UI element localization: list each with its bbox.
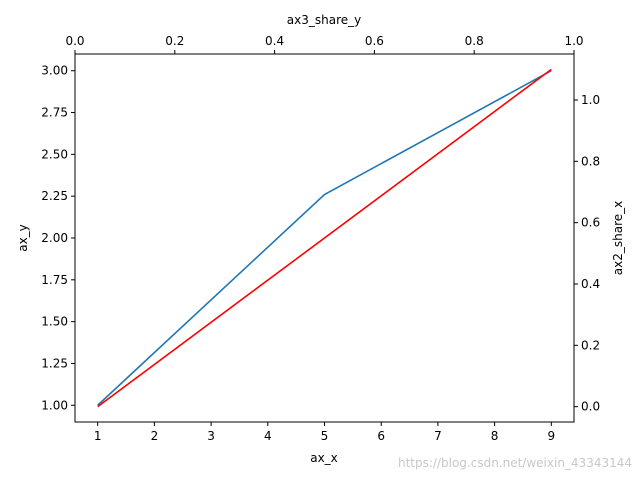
left-y-tick-label: 3.00: [41, 64, 68, 78]
right-y-tick-label: 0.0: [581, 400, 600, 414]
watermark: https://blog.csdn.net/weixin_43343144: [398, 456, 632, 470]
bottom-x-tick-label: 5: [321, 429, 329, 443]
right-y-tick-label: 0.6: [581, 216, 600, 230]
top-x-tick-label: 1.0: [564, 34, 583, 48]
x-axis-label: ax_x: [310, 451, 338, 465]
bottom-x-tick-label: 9: [547, 429, 555, 443]
ticks-layer: 1 2 3 4 5 6 7 8 9 0.0 0.2 0.4 0.6 0.8 1.0 1.00 1.25 1.50 1…: [41, 34, 600, 443]
left-y-tick-label: 1.75: [41, 273, 68, 287]
right-y-tick-label: 0.4: [581, 277, 600, 291]
left-y-tick-label: 2.25: [41, 189, 68, 203]
right-y-tick-label: 0.8: [581, 154, 600, 168]
top-x-tick-label: 0.8: [465, 34, 484, 48]
bottom-x-tick-label: 2: [151, 429, 159, 443]
right-y-tick-label: 0.2: [581, 338, 600, 352]
bottom-x-tick-label: 7: [434, 429, 442, 443]
bottom-x-tick-label: 8: [491, 429, 499, 443]
left-y-tick-label: 1.25: [41, 356, 68, 370]
left-y-tick-label: 2.50: [41, 147, 68, 161]
left-y-tick-label: 1.00: [41, 398, 68, 412]
series-line-1: [97, 70, 552, 406]
bottom-x-tick-label: 1: [94, 429, 102, 443]
top-x-tick-label: 0.4: [265, 34, 284, 48]
top-x-tick-label: 0.0: [65, 34, 84, 48]
series-layer: [97, 68, 552, 408]
top-x-tick-label: 0.6: [365, 34, 384, 48]
right-y-axis-label: ax2_share_x: [611, 201, 625, 275]
bottom-x-tick-label: 4: [264, 429, 272, 443]
top-x-axis-label: ax3_share_y: [287, 13, 361, 27]
top-x-tick-label: 0.2: [165, 34, 184, 48]
left-y-tick-label: 2.00: [41, 231, 68, 245]
left-y-tick-label: 2.75: [41, 106, 68, 120]
y-axis-label: ax_y: [16, 224, 30, 252]
left-y-tick-label: 1.50: [41, 315, 68, 329]
right-y-tick-label: 1.0: [581, 93, 600, 107]
bottom-x-tick-label: 6: [377, 429, 385, 443]
bottom-x-tick-label: 3: [207, 429, 215, 443]
series-line-2: [97, 68, 552, 408]
